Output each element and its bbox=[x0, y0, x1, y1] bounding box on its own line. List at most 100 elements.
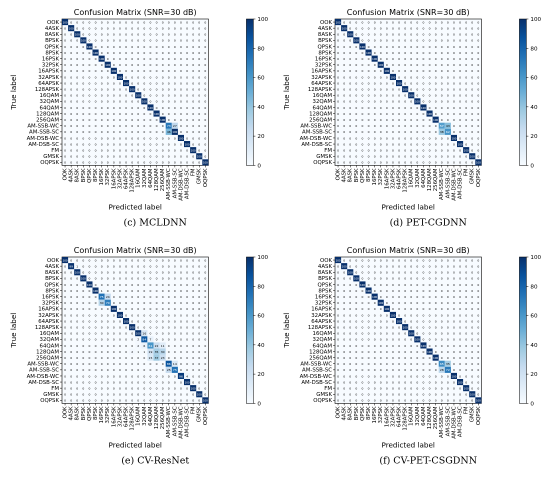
cell-value-label: 70 bbox=[106, 301, 110, 305]
cell-value-label: 0 bbox=[361, 399, 363, 403]
cell-value-label: 0 bbox=[361, 368, 363, 372]
cell-value-label: 0 bbox=[149, 264, 151, 268]
cell-value-label: 0 bbox=[95, 380, 97, 384]
cell-value-label: 0 bbox=[441, 94, 443, 98]
cell-value-label: 0 bbox=[107, 277, 109, 281]
cell-value-label: 0 bbox=[441, 344, 443, 348]
cell-value-label: 0 bbox=[186, 69, 188, 73]
cell-value-label: 0 bbox=[186, 399, 188, 403]
cell-value-label: 0 bbox=[447, 344, 449, 348]
cell-value-label: 0 bbox=[204, 301, 206, 305]
cell-value-label: 0 bbox=[465, 81, 467, 85]
cell-value-label: 0 bbox=[76, 393, 78, 397]
cell-value-label: 0 bbox=[392, 295, 394, 299]
cell-value-label: 0 bbox=[386, 26, 388, 30]
cell-value-label: 0 bbox=[70, 374, 72, 378]
cell-value-label: 0 bbox=[416, 112, 418, 116]
x-tick-label: 16QAM bbox=[409, 168, 415, 188]
y-tick-label: GMSK bbox=[43, 154, 59, 160]
cell-value-label: 0 bbox=[88, 264, 90, 268]
cell-value-label: 0 bbox=[131, 63, 133, 67]
cell-value-label: 0 bbox=[368, 106, 370, 110]
y-tick-label: 8PSK bbox=[318, 50, 332, 56]
cell-value-label: 0 bbox=[125, 393, 127, 397]
cell-value-label: 0 bbox=[453, 51, 455, 55]
cell-value-label: 0 bbox=[441, 118, 443, 122]
cell-value-label: 0 bbox=[368, 313, 370, 317]
cell-value-label: 0 bbox=[459, 277, 461, 281]
cell-value-label: 0 bbox=[198, 33, 200, 37]
cell-value-label: 0 bbox=[435, 399, 437, 403]
cell-value-label: 0 bbox=[404, 112, 406, 116]
cell-value-label: 0 bbox=[70, 39, 72, 43]
cell-value-label: 0 bbox=[398, 161, 400, 165]
cell-value-label: 0 bbox=[337, 51, 339, 55]
cell-value-label: 0 bbox=[459, 20, 461, 24]
cell-value-label: 0 bbox=[398, 332, 400, 336]
cell-value-label: 0 bbox=[162, 289, 164, 293]
cell-value-label: 0 bbox=[459, 81, 461, 85]
cell-value-label: 62 bbox=[446, 130, 450, 134]
cell-value-label: 0 bbox=[343, 100, 345, 104]
cell-value-label: 0 bbox=[107, 319, 109, 323]
cell-value-label: 0 bbox=[82, 75, 84, 79]
cell-value-label: 0 bbox=[107, 75, 109, 79]
cell-value-label: 0 bbox=[174, 325, 176, 329]
cell-value-label: 0 bbox=[204, 148, 206, 152]
cell-value-label: 73 bbox=[167, 124, 171, 128]
cell-value-label: 0 bbox=[186, 386, 188, 390]
cell-value-label: 0 bbox=[392, 350, 394, 354]
y-tick-label: AM-SSB-WC bbox=[27, 362, 59, 368]
cell-value-label: 0 bbox=[174, 332, 176, 336]
cell-value-label: 0 bbox=[149, 33, 151, 37]
cell-value-label: 0 bbox=[162, 380, 164, 384]
cell-value-label: 0 bbox=[82, 100, 84, 104]
cell-value-label: 0 bbox=[349, 399, 351, 403]
cell-value-label: 0 bbox=[422, 148, 424, 152]
cell-value-label: 0 bbox=[70, 277, 72, 281]
x-tick-label: AM-DSB-SC bbox=[458, 168, 464, 199]
cell-value-label: 0 bbox=[70, 307, 72, 311]
cell-value-label: 0 bbox=[162, 94, 164, 98]
cell-value-label: 0 bbox=[88, 374, 90, 378]
cell-value-label: 0 bbox=[477, 45, 479, 49]
cell-value-label: 0 bbox=[374, 81, 376, 85]
cell-value-label: 0 bbox=[435, 277, 437, 281]
matrix-cell bbox=[341, 25, 348, 32]
cell-value-label: 0 bbox=[76, 69, 78, 73]
cell-value-label: 0 bbox=[125, 63, 127, 67]
cell-value-label: 0 bbox=[343, 45, 345, 49]
cell-value-label: 0 bbox=[410, 124, 412, 128]
cell-value-label: 0 bbox=[477, 69, 479, 73]
cell-value-label: 0 bbox=[76, 161, 78, 165]
cell-value-label: 0 bbox=[186, 362, 188, 366]
cell-value-label: 0 bbox=[162, 26, 164, 30]
cell-value-label: 0 bbox=[137, 264, 139, 268]
cell-value-label: 0 bbox=[398, 289, 400, 293]
cell-value-label: 0 bbox=[192, 45, 194, 49]
matrix-cell bbox=[165, 128, 172, 135]
cell-value-label: 0 bbox=[156, 69, 158, 73]
cell-value-label: 0 bbox=[192, 344, 194, 348]
x-tick-label: 32QAM bbox=[142, 406, 148, 426]
cell-value-label: 100 bbox=[421, 344, 426, 348]
cell-value-label: 0 bbox=[435, 33, 437, 37]
cell-value-label: 0 bbox=[101, 338, 103, 342]
cell-value-label: 0 bbox=[95, 148, 97, 152]
cell-value-label: 0 bbox=[459, 332, 461, 336]
cell-value-label: 0 bbox=[368, 374, 370, 378]
cell-value-label: 0 bbox=[416, 380, 418, 384]
cell-value-label: 0 bbox=[162, 33, 164, 37]
cell-value-label: 0 bbox=[101, 313, 103, 317]
cell-value-label: 0 bbox=[343, 136, 345, 140]
cell-value-label: 0 bbox=[162, 106, 164, 110]
cell-value-label: 0 bbox=[435, 350, 437, 354]
cell-value-label: 0 bbox=[101, 350, 103, 354]
cell-value-label: 86 bbox=[167, 362, 171, 366]
cell-value-label: 0 bbox=[101, 81, 103, 85]
cell-value-label: 0 bbox=[149, 81, 151, 85]
cell-value-label: 0 bbox=[355, 386, 357, 390]
cell-value-label: 0 bbox=[82, 118, 84, 122]
cell-value-label: 0 bbox=[125, 338, 127, 342]
colorbar-tick-label: 20 bbox=[257, 134, 265, 140]
